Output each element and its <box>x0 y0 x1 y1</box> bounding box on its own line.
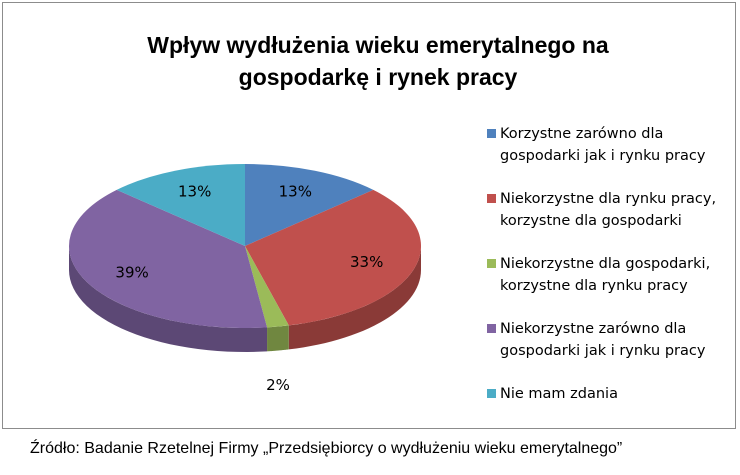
slice <box>69 189 268 328</box>
data-label: 33% <box>350 253 383 271</box>
legend-label: Niekorzystne dla rynku pracy, korzystne … <box>500 191 717 229</box>
slice <box>245 189 421 326</box>
data-label: 2% <box>266 376 290 394</box>
legend-swatch <box>487 389 496 398</box>
slice-side <box>288 246 421 350</box>
legend-item: Niekorzystne dla rynku pracy, korzystne … <box>487 188 732 253</box>
legend-swatch <box>487 129 496 138</box>
data-label: 39% <box>115 263 148 281</box>
legend-item: Niekorzystne dla gospodarki, korzystne d… <box>487 253 732 318</box>
legend-item: Niekorzystne zarówno dla gospodarki jak … <box>487 318 732 383</box>
legend: Korzystne zarówno dla gospodarki jak i r… <box>487 123 732 448</box>
legend-item: Korzystne zarówno dla gospodarki jak i r… <box>487 123 732 188</box>
legend-swatch <box>487 259 496 268</box>
source-note: Źródło: Badanie Rzetelnej Firmy „Przedsi… <box>30 440 623 457</box>
data-label: 13% <box>178 182 211 200</box>
legend-label: Niekorzystne zarówno dla gospodarki jak … <box>500 321 706 359</box>
legend-item: Nie mam zdania <box>487 383 732 448</box>
slice-side <box>69 246 268 352</box>
slice <box>245 246 289 328</box>
chart-frame: Wpływ wydłużenia wieku emerytalnego na g… <box>2 2 736 429</box>
slice-side <box>267 325 289 352</box>
legend-label: Nie mam zdania <box>500 386 618 402</box>
data-label: 13% <box>279 182 312 200</box>
pie-chart: 13% 33% 2% 39% 13% <box>69 164 421 394</box>
chart-title: Wpływ wydłużenia wieku emerytalnego na g… <box>147 32 609 90</box>
legend-label: Korzystne zarówno dla gospodarki jak i r… <box>500 126 706 164</box>
legend-swatch <box>487 194 496 203</box>
slice <box>245 164 374 246</box>
legend-swatch <box>487 324 496 333</box>
legend-label: Niekorzystne dla gospodarki, korzystne d… <box>500 256 711 294</box>
slice <box>116 164 245 246</box>
